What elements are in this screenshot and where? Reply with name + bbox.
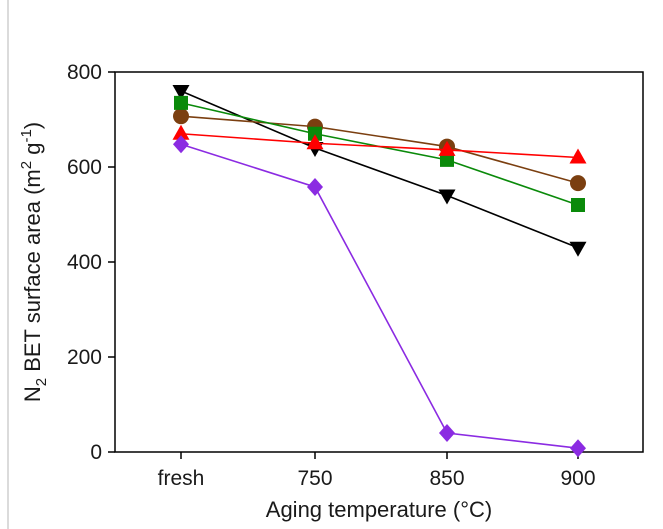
data-point <box>569 148 587 164</box>
data-point <box>173 135 189 154</box>
y-axis: 0 200 400 600 800 <box>67 61 115 464</box>
x-tick-label: fresh <box>158 467 205 490</box>
data-point <box>172 124 190 140</box>
series-square <box>174 95 585 212</box>
data-point <box>570 439 586 458</box>
series-line <box>180 132 579 159</box>
series-triangle-down <box>172 85 587 257</box>
data-point <box>306 134 324 150</box>
data-point <box>438 140 456 156</box>
series-circle <box>173 108 586 192</box>
y-tick-label: 600 <box>67 156 102 179</box>
series-layer <box>172 85 587 458</box>
data-point <box>570 175 586 192</box>
series-line <box>180 143 579 449</box>
y-axis-label: N2 BET surface area (m2 g-1) <box>18 122 50 402</box>
y-tick-label: 200 <box>67 346 102 369</box>
data-point <box>438 189 456 205</box>
y-tick-label: 0 <box>90 441 102 464</box>
data-point <box>569 241 587 257</box>
data-point <box>307 177 323 196</box>
data-point <box>172 85 190 100</box>
data-point <box>571 198 585 212</box>
series-diamond <box>173 135 586 458</box>
plot-area: 0 200 400 600 800 fresh 750 850 900 <box>67 61 644 490</box>
y-tick-label: 400 <box>67 251 102 274</box>
plot-frame <box>114 71 644 453</box>
y-tick-label: 800 <box>67 61 102 84</box>
series-triangle-up <box>172 124 587 164</box>
x-tick-label: 750 <box>297 467 332 490</box>
data-point <box>308 126 322 141</box>
data-point <box>173 108 189 125</box>
data-point <box>439 424 455 442</box>
data-point <box>174 95 188 110</box>
x-tick-label: 900 <box>560 467 595 490</box>
x-axis: fresh 750 850 900 <box>158 452 596 490</box>
series-line <box>180 90 579 249</box>
x-tick-label: 850 <box>429 467 464 490</box>
series-line <box>180 115 579 184</box>
x-axis-label: Aging temperature (°C) <box>266 497 492 522</box>
data-point <box>440 152 454 167</box>
